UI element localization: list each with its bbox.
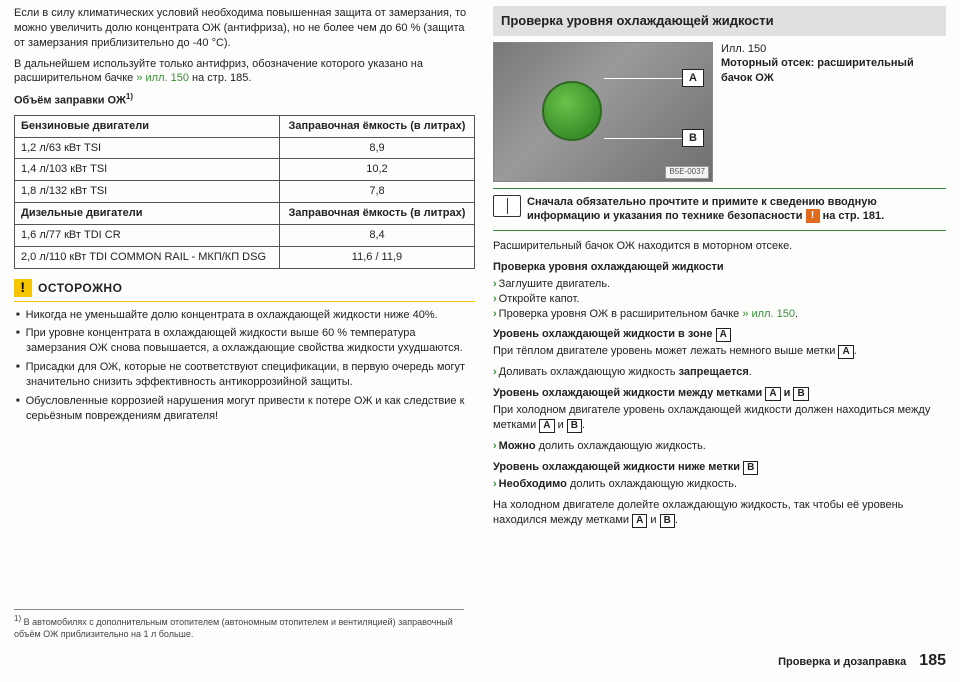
capacity-table: Бензиновые двигатели Заправочная ёмкость…	[14, 115, 475, 269]
table-title: Объём заправки ОЖ1)	[14, 92, 475, 109]
list-item: Обусловленные коррозией нарушения могут …	[14, 394, 475, 424]
check-heading: Проверка уровня охлаждающей жидкости	[493, 260, 946, 275]
table-row: 1,2 л/63 кВт TSI8,9	[15, 137, 475, 159]
intro-para-2: В дальнейшем используйте только антифриз…	[14, 57, 475, 87]
th-diesel: Дизельные двигатели	[15, 203, 280, 225]
list-item: Никогда не уменьшайте долю концентрата в…	[14, 308, 475, 323]
table-row: 1,6 л/77 кВт TDI CR8,4	[15, 224, 475, 246]
fig-link[interactable]: » илл. 150	[742, 308, 795, 320]
figure-code: B5E-0037	[665, 166, 709, 179]
below-b-action: ›Необходимо долить охлаждающую жидкость.	[493, 477, 946, 492]
page-number: 185	[919, 652, 946, 669]
zone-a-text: При тёплом двигателе уровень может лежат…	[493, 344, 946, 359]
caution-heading: ! ОСТОРОЖНО	[14, 279, 475, 297]
table-row: 1,8 л/132 кВт TSI7,8	[15, 181, 475, 203]
between-ab-heading: Уровень охлаждающей жидкости между метка…	[493, 386, 946, 401]
left-column: Если в силу климатических условий необхо…	[14, 6, 475, 534]
warning-icon: !	[806, 209, 820, 223]
check-step: ›Откройте капот.	[493, 292, 946, 307]
right-column: Проверка уровня охлаждающей жидкости A B…	[493, 6, 946, 534]
th-capacity: Заправочная ёмкость (в литрах)	[279, 115, 474, 137]
safety-note: Сначала обязательно прочтите и примите к…	[493, 188, 946, 232]
page-footer: Проверка и дозаправка 185	[778, 650, 946, 672]
between-ab-text: При холодном двигателе уровень охлаждающ…	[493, 403, 946, 433]
caution-list: Никогда не уменьшайте долю концентрата в…	[14, 308, 475, 424]
section-heading: Проверка уровня охлаждающей жидкости	[493, 6, 946, 36]
intro-para-1: Если в силу климатических условий необхо…	[14, 6, 475, 51]
table-row: 2,0 л/110 кВт TDI COMMON RAIL - МКП/КП D…	[15, 246, 475, 268]
figure-label-a: A	[682, 69, 704, 87]
th-capacity-2: Заправочная ёмкость (в литрах)	[279, 203, 474, 225]
check-step: ›Проверка уровня ОЖ в расширительном бач…	[493, 307, 946, 322]
footnote: 1) В автомобилях с дополнительным отопит…	[14, 609, 464, 640]
list-item: При уровне концентрата в охлаждающей жид…	[14, 326, 475, 356]
table-row: 1,4 л/103 кВт TSI10,2	[15, 159, 475, 181]
list-item: Присадки для ОЖ, которые не соответствую…	[14, 360, 475, 390]
between-ab-action: ›Можно долить охлаждающую жидкость.	[493, 439, 946, 454]
zone-a-heading: Уровень охлаждающей жидкости в зоне A	[493, 327, 946, 342]
figure-caption: Илл. 150 Моторный отсек: расширительный …	[721, 42, 946, 182]
figure-label-b: B	[682, 129, 704, 147]
book-icon	[493, 195, 521, 217]
final-para: На холодном двигателе долейте охлаждающу…	[493, 498, 946, 528]
tank-location: Расширительный бачок ОЖ находится в мото…	[493, 239, 946, 254]
caution-icon: !	[14, 279, 32, 297]
below-b-heading: Уровень охлаждающей жидкости ниже метки …	[493, 460, 946, 475]
fig-link[interactable]: » илл. 150	[136, 72, 189, 84]
zone-a-action: ›Доливать охлаждающую жидкость запрещает…	[493, 365, 946, 380]
th-petrol: Бензиновые двигатели	[15, 115, 280, 137]
figure-image: A B B5E-0037	[493, 42, 713, 182]
figure-row: A B B5E-0037 Илл. 150 Моторный отсек: ра…	[493, 42, 946, 182]
caution-divider	[14, 301, 475, 302]
check-step: ›Заглушите двигатель.	[493, 277, 946, 292]
